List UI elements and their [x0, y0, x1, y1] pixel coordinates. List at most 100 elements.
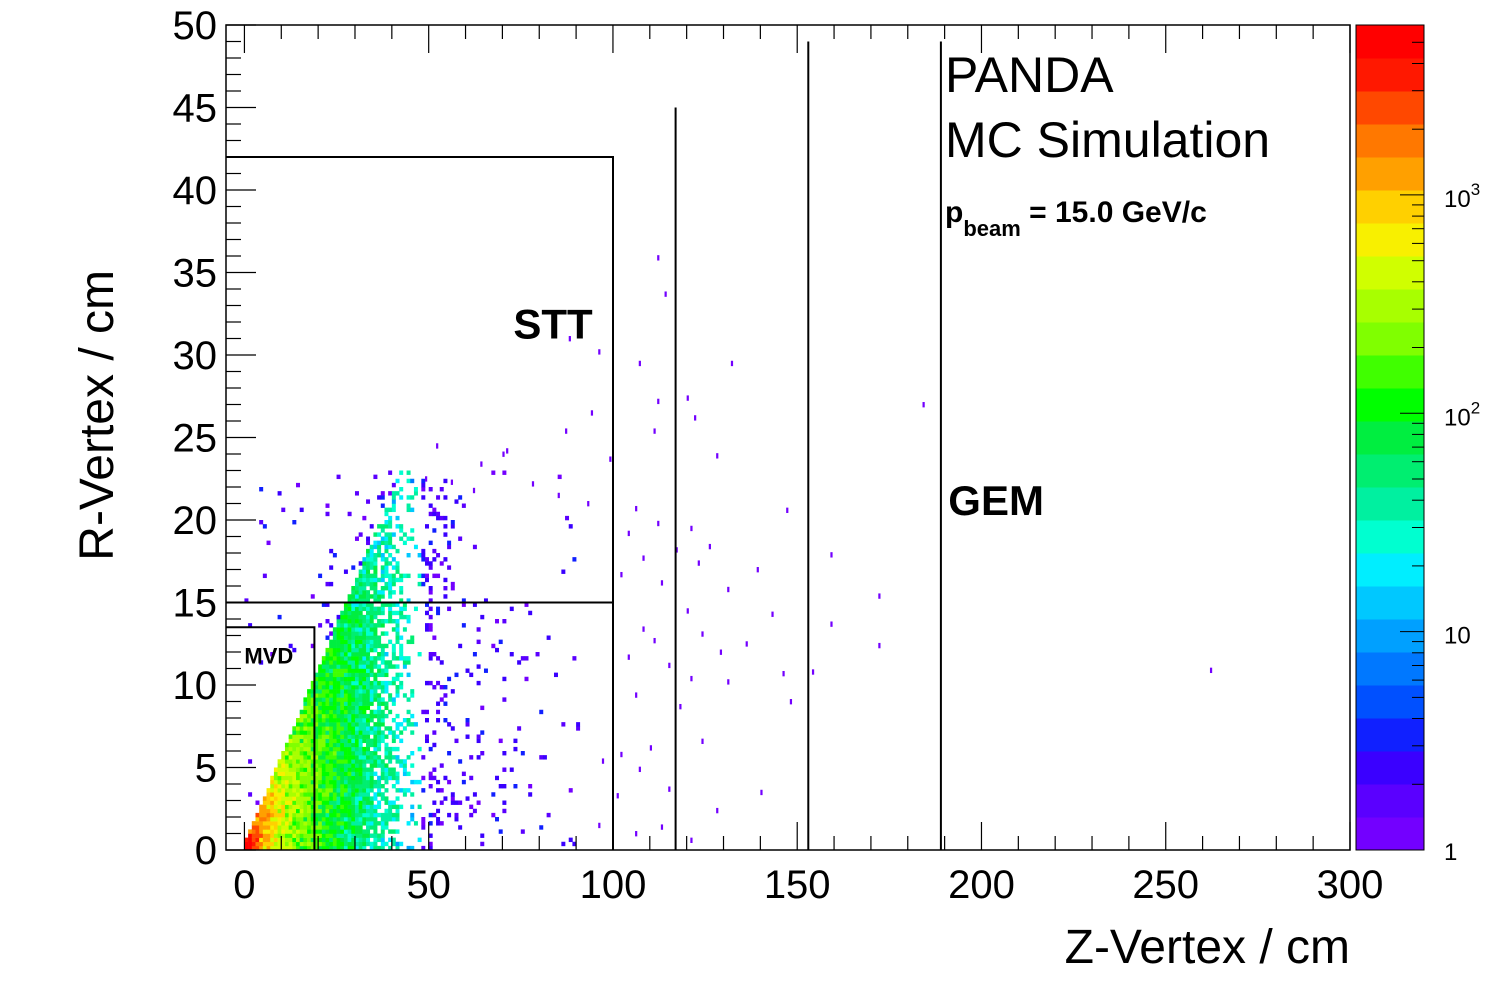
heatmap-cell: [391, 544, 396, 550]
heatmap-cell: [340, 718, 345, 723]
heatmap-cell: [358, 804, 363, 810]
heatmap-cell: [314, 821, 319, 826]
heatmap-cell: [329, 680, 334, 686]
heatmap-cell: [362, 647, 367, 653]
heatmap-cell: [384, 602, 389, 607]
heatmap-cell: [307, 734, 312, 739]
heatmap-cell: [476, 627, 481, 632]
heatmap-cell: [358, 680, 363, 686]
heatmap-cell: [358, 841, 363, 847]
heatmap-cell: [391, 619, 396, 624]
heatmap-cell: [373, 553, 378, 558]
heatmap-cell: [369, 594, 374, 599]
heatmap-cell: [354, 812, 359, 818]
heatmap-cell: [366, 804, 371, 810]
heatmap-cell: [310, 763, 315, 768]
heatmap-cell: [391, 701, 396, 706]
heatmap-cell: [498, 738, 503, 744]
heatmap-cell: [321, 804, 326, 810]
heatmap-cell: [410, 639, 415, 645]
heatmap-cell: [259, 837, 264, 843]
heatmap-cell: [450, 792, 455, 797]
heatmap-cell: [373, 746, 378, 752]
heatmap-cell: [366, 792, 371, 797]
heatmap-cell: [343, 606, 348, 612]
heatmap-cell: [343, 817, 348, 822]
heatmap-cell: [299, 730, 304, 735]
heatmap-cell: [358, 610, 363, 616]
heatmap-cell: [380, 812, 385, 818]
heatmap-cell: [314, 800, 319, 805]
heatmap-cell: [270, 812, 275, 818]
heatmap-cell: [347, 718, 352, 723]
heatmap-cell: [303, 833, 308, 838]
heatmap-cell: [318, 623, 323, 628]
heatmap-cell: [406, 771, 411, 777]
heatmap-cell: [351, 590, 356, 595]
heatmap-cell: [373, 796, 378, 801]
heatmap-cell: [351, 808, 356, 814]
heatmap-cell: [354, 606, 359, 612]
heatmap-cell: [277, 821, 282, 826]
heatmap-cell: [343, 680, 348, 686]
heatmap-cell: [406, 718, 411, 723]
heatmap-cell: [373, 561, 378, 566]
heatmap-cell: [340, 660, 345, 665]
heatmap-cell: [259, 660, 264, 665]
heatmap-cell: [410, 804, 415, 810]
heatmap-cell: [281, 779, 286, 785]
heatmap-cell: [351, 841, 356, 847]
heatmap-cell: [439, 561, 444, 566]
heatmap-cell: [288, 784, 293, 789]
heatmap-cell: [399, 524, 404, 529]
heatmap-cell: [336, 800, 341, 805]
heatmap-cell: [259, 520, 264, 525]
heatmap-cell: [307, 705, 312, 711]
heatmap-cell: [366, 581, 371, 587]
heatmap-cell: [384, 734, 389, 739]
heatmap-cell: [384, 841, 389, 847]
heatmap-cell: [380, 759, 385, 764]
heatmap-cell: [362, 779, 367, 785]
heatmap-cell: [277, 491, 282, 496]
heatmap-cell: [362, 788, 367, 793]
heatmap-cell: [318, 800, 323, 805]
heatmap-cell: [377, 730, 382, 735]
heatmap-cell: [299, 759, 304, 764]
heatmap-cell: [436, 808, 441, 814]
heatmap-cell: [259, 808, 264, 814]
heatmap-cell: [358, 779, 363, 785]
heatmap-cell: [284, 821, 289, 826]
heatmap-cell: [296, 734, 301, 739]
heatmap-cell: [281, 759, 286, 764]
heatmap-cell: [358, 796, 363, 801]
heatmap-cell: [402, 792, 407, 797]
heatmap-cell: [343, 759, 348, 764]
heatmap-cell: [354, 705, 359, 711]
heatmap-cell: [248, 623, 253, 628]
heatmap-cell: [362, 565, 367, 570]
heatmap-cell: [391, 837, 396, 843]
heatmap-cell: [318, 812, 323, 818]
heatmap-cell: [351, 594, 356, 599]
heatmap-cell: [572, 557, 577, 562]
heatmap-cell: [270, 833, 275, 838]
heatmap-cell: [325, 680, 330, 686]
heatmap-cell: [299, 751, 304, 756]
heatmap-cell: [373, 540, 378, 546]
heatmap-cell: [358, 619, 363, 624]
heatmap-cell: [296, 730, 301, 735]
heatmap-cell: [336, 808, 341, 814]
heatmap-cell: [373, 635, 378, 640]
heatmap-cell: [325, 734, 330, 739]
heatmap-cell: [502, 676, 507, 682]
heatmap-cell: [351, 829, 356, 834]
heatmap-cell: [307, 800, 312, 805]
heatmap-cell: [266, 800, 271, 805]
heatmap-point: [727, 586, 730, 593]
heatmap-cell: [476, 680, 481, 686]
heatmap-cell: [288, 788, 293, 793]
heatmap-cell: [366, 577, 371, 583]
heatmap-cell: [299, 833, 304, 838]
heatmap-cell: [373, 730, 378, 735]
